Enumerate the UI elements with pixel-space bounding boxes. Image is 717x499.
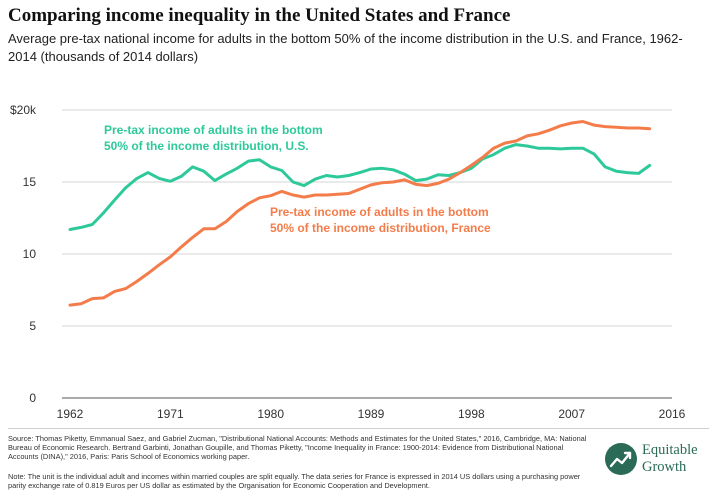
brand-line-1: Equitable <box>642 442 698 458</box>
y-tick-label: 5 <box>29 319 36 333</box>
x-tick-label: 2007 <box>558 407 585 421</box>
source-note: Source: Thomas Piketty, Emmanual Saez, a… <box>8 434 587 461</box>
x-tick-label: 1998 <box>458 407 485 421</box>
y-tick-label: 0 <box>29 391 36 405</box>
series-line-france <box>68 120 652 307</box>
gridlines <box>62 109 672 399</box>
brand-name: Equitable Growth <box>642 442 698 476</box>
series-label-us: 50% of the income distribution, U.S. <box>104 139 309 153</box>
series-labels: Pre-tax income of adults in the bottom 50… <box>104 123 491 235</box>
y-tick-label: 15 <box>23 175 37 189</box>
y-axis-ticks: 0 5 10 15 $20k <box>10 103 37 405</box>
series-line-us <box>68 143 652 231</box>
series-label-france: 50% of the income distribution, France <box>270 221 491 235</box>
chart-subtitle: Average pre-tax national income for adul… <box>8 31 683 64</box>
x-tick-label: 1971 <box>157 407 184 421</box>
growth-chart-icon <box>605 443 637 475</box>
x-tick-label: 1989 <box>358 407 385 421</box>
brand-logo: Equitable Growth <box>604 440 714 484</box>
series-label-us: Pre-tax income of adults in the bottom <box>104 123 323 137</box>
x-tick-label: 2016 <box>659 407 686 421</box>
series-lines <box>68 120 652 307</box>
x-tick-label: 1962 <box>57 407 84 421</box>
chart-title: Comparing income inequality in the Unite… <box>8 5 511 26</box>
footer-divider <box>8 428 709 429</box>
y-tick-label: 10 <box>23 247 37 261</box>
brand-line-2: Growth <box>642 459 687 475</box>
y-tick-label: $20k <box>10 103 37 117</box>
methodology-note: Note: The unit is the individual adult a… <box>8 472 581 490</box>
series-label-france: Pre-tax income of adults in the bottom <box>270 205 489 219</box>
x-axis-ticks: 1962 1971 1980 1989 1998 2007 2016 <box>57 407 686 421</box>
x-tick-label: 1980 <box>257 407 284 421</box>
